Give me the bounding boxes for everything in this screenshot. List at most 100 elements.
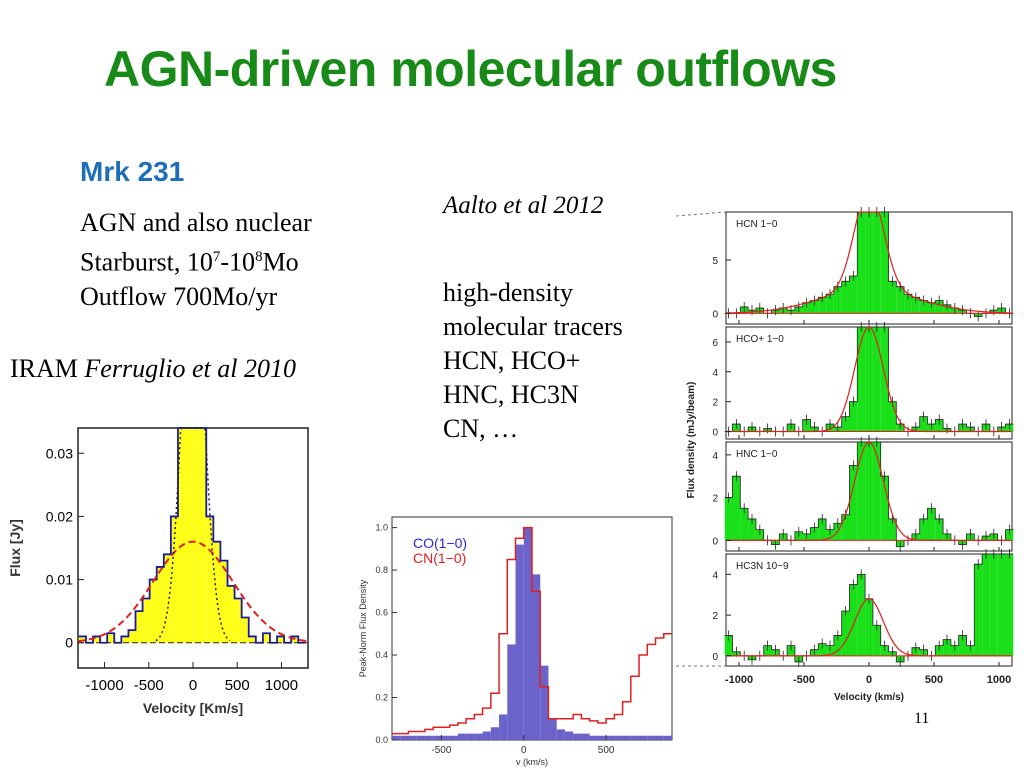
y-tick-label: 4 [712,451,718,462]
legend-entry: CN(1−0) [413,550,466,566]
co-bar [647,735,656,740]
y-tick-label: 4 [712,368,718,379]
spectrum-bar [872,212,881,314]
y-tick-label: 0.4 [375,650,388,660]
spectrum-bar [149,579,157,643]
fit-curve [726,441,1011,541]
spectrum-bar [818,518,827,541]
superscript: 8 [255,249,263,265]
spectrum-bar [724,497,733,541]
spectrum-bar [872,442,881,541]
desc-line-3: Outflow 700Mo/yr [80,281,278,311]
spectrum-bar [872,327,881,432]
spectrum-bar [248,636,256,643]
panel-label: HC3N 10−9 [736,561,789,572]
spectrum-bar [234,598,242,643]
spectrum-bar [841,416,850,432]
co-bar [663,735,672,740]
spectrum-bar [135,611,143,643]
spectrum-bar [880,476,889,541]
desc-text: Mo [262,247,299,277]
spectrum-bar [849,276,858,314]
co-bar [400,735,409,740]
spectrum-panel: HC3N 10−9 0 2 4 [712,549,1014,667]
guide-line [675,211,727,217]
tracer-line: HCN, HCO+ [443,346,581,375]
spectrum-bar [888,281,897,314]
spectrum-bar [904,294,912,314]
spectrum-bar [943,639,951,656]
y-tick-label: 0.0 [375,735,388,745]
spectrum-bar [199,428,207,643]
x-tick-label: -500 [134,677,164,694]
y-tick-label: 2 [712,398,718,409]
y-tick-label: 0.2 [375,693,388,703]
spectrum-bar [982,554,990,656]
spectrum-bar [185,428,193,643]
co-bar [466,733,475,740]
spectrum-bar [935,300,944,314]
x-axis-label: Velocity (km/s) [834,692,904,703]
spectrum-bar [763,645,772,656]
spectrum-bar [156,566,164,643]
y-tick-label: 0 [712,652,718,663]
spectrum-bar [927,508,936,541]
y-tick-label: 4 [712,570,718,581]
tracer-line: HNC, HC3N [443,380,579,409]
desc-text: -10 [220,247,256,277]
tracer-line: high-density [443,278,573,307]
x-tick-label: 1000 [987,674,1011,686]
spectrum-bar [989,554,998,656]
tracers-list: high-density molecular tracers HCN, HCO+… [443,276,623,446]
fit-curve [726,598,1011,657]
spectrum-bar [740,508,749,541]
spectrum-bar [865,442,873,541]
co-bar [515,544,524,740]
y-tick-label: 0.8 [375,565,388,575]
co-bar [433,735,442,740]
spectrum-bar [818,643,827,656]
co-bar [441,735,450,740]
spectrum-bar [880,212,889,314]
spectrum-bar [888,401,897,432]
spectrum-bar [865,212,873,314]
co-bar [597,735,607,740]
spectrum-bar [865,327,873,432]
co-bar [457,733,467,740]
x-tick-label: -1000 [725,674,753,686]
spectrum-bar [818,297,827,314]
spectrum-bar [1005,554,1014,656]
aalto-reference: Aalto et al 2012 [443,192,604,219]
y-tick-label: 0.02 [46,508,73,524]
spectrum-bar [206,516,214,643]
y-tick-label: 0 [65,635,73,651]
fit-curve [726,326,1011,433]
co-bar [589,735,598,740]
co-bar [490,727,500,740]
x-tick-label: -1000 [85,677,123,694]
co-bar [606,735,615,740]
y-tick-label: 1.0 [375,523,388,533]
y-tick-label: 2 [712,611,718,622]
spectrum-bar [849,401,858,432]
spectrum-bar [880,645,889,656]
spectrum-bar [93,636,101,643]
spectrum-bar [841,611,850,656]
spectrum-outline [724,553,1014,663]
panel-label: HNC 1−0 [736,449,778,460]
spectrum-bar [911,297,920,314]
x-tick-label: 1000 [265,677,298,694]
superscript: 7 [212,249,221,265]
co-bar [523,527,532,740]
broad-fit-curve [77,540,309,643]
x-axis-label: v (km/s) [516,757,548,767]
spectrum-bar [833,286,842,314]
co-bar [474,733,483,740]
iram-prefix: IRAM [10,354,85,383]
spectrum-bar [966,645,975,656]
spectrum-bar [880,327,889,432]
spectrum-bar [262,633,270,643]
x-tick-label: 500 [598,745,615,756]
